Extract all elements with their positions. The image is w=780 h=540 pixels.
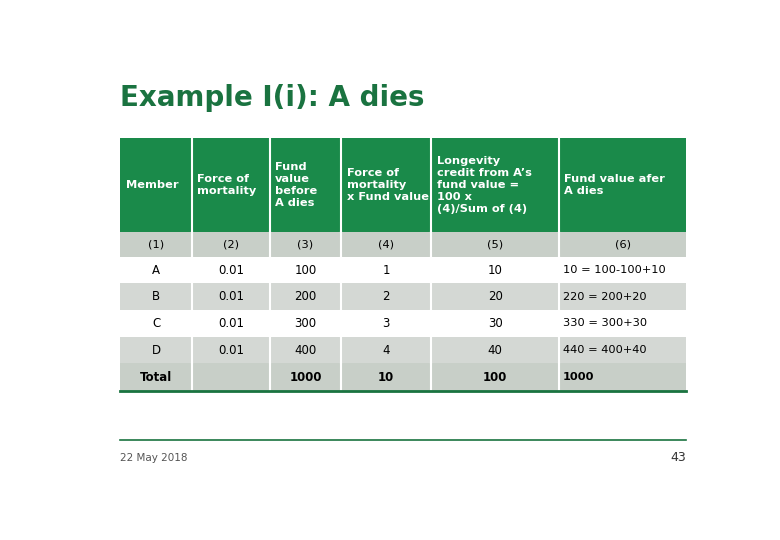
- Bar: [192, 257, 270, 284]
- Bar: [341, 337, 431, 363]
- Bar: [431, 232, 558, 257]
- Text: Longevity
credit from A’s
fund value =
100 x
(4)/Sum of (4): Longevity credit from A’s fund value = 1…: [437, 156, 532, 214]
- Bar: [192, 232, 270, 257]
- Text: 220 = 200+20: 220 = 200+20: [563, 292, 647, 302]
- Bar: [120, 232, 192, 257]
- Text: 440 = 400+40: 440 = 400+40: [563, 345, 647, 355]
- Text: 30: 30: [488, 317, 502, 330]
- Bar: [431, 363, 558, 391]
- Text: 100: 100: [483, 371, 507, 384]
- Bar: [120, 284, 192, 310]
- Text: Fund
value
before
A dies: Fund value before A dies: [275, 162, 317, 208]
- Text: 1000: 1000: [563, 372, 594, 382]
- Text: Force of
mortality
x Fund value: Force of mortality x Fund value: [346, 168, 429, 202]
- Bar: [120, 337, 192, 363]
- Text: (1): (1): [148, 239, 165, 249]
- Text: 43: 43: [671, 451, 686, 464]
- Text: 10: 10: [488, 264, 502, 276]
- Text: 4: 4: [382, 343, 390, 356]
- Text: 2: 2: [382, 291, 390, 303]
- Text: Total: Total: [140, 371, 172, 384]
- Text: (2): (2): [223, 239, 239, 249]
- Bar: [270, 363, 341, 391]
- Text: 0.01: 0.01: [218, 317, 244, 330]
- Text: (5): (5): [487, 239, 503, 249]
- Bar: [270, 284, 341, 310]
- Text: 0.01: 0.01: [218, 264, 244, 276]
- Text: Example I(i): A dies: Example I(i): A dies: [120, 84, 425, 112]
- Text: 10 = 100-100+10: 10 = 100-100+10: [563, 265, 666, 275]
- Bar: [270, 310, 341, 337]
- Bar: [341, 232, 431, 257]
- Bar: [431, 337, 558, 363]
- Text: (6): (6): [615, 239, 630, 249]
- Text: (3): (3): [297, 239, 314, 249]
- Bar: [341, 363, 431, 391]
- Bar: [558, 257, 686, 284]
- Text: 400: 400: [294, 343, 317, 356]
- Bar: [192, 337, 270, 363]
- Bar: [558, 284, 686, 310]
- Text: C: C: [152, 317, 161, 330]
- Bar: [270, 232, 341, 257]
- Bar: [431, 257, 558, 284]
- Text: Force of
mortality: Force of mortality: [197, 174, 257, 196]
- Text: 1: 1: [382, 264, 390, 276]
- Bar: [341, 310, 431, 337]
- Bar: [341, 284, 431, 310]
- Text: 10: 10: [378, 371, 395, 384]
- Bar: [558, 337, 686, 363]
- Text: 20: 20: [488, 291, 502, 303]
- Bar: [120, 257, 192, 284]
- Text: 22 May 2018: 22 May 2018: [120, 453, 188, 463]
- Bar: [192, 284, 270, 310]
- Bar: [558, 363, 686, 391]
- Text: 1000: 1000: [289, 371, 321, 384]
- Bar: [192, 310, 270, 337]
- Bar: [192, 363, 270, 391]
- Text: D: D: [151, 343, 161, 356]
- Bar: [558, 232, 686, 257]
- Text: Fund value afer
A dies: Fund value afer A dies: [564, 174, 665, 196]
- Bar: [120, 310, 192, 337]
- Bar: [558, 310, 686, 337]
- Bar: [270, 337, 341, 363]
- Text: 330 = 300+30: 330 = 300+30: [563, 319, 647, 328]
- Text: A: A: [152, 264, 160, 276]
- Text: (4): (4): [378, 239, 394, 249]
- Text: 200: 200: [294, 291, 317, 303]
- Text: B: B: [152, 291, 160, 303]
- Text: 40: 40: [488, 343, 502, 356]
- Bar: [341, 257, 431, 284]
- Text: 300: 300: [294, 317, 317, 330]
- Text: 3: 3: [383, 317, 390, 330]
- Text: 100: 100: [294, 264, 317, 276]
- Bar: [431, 284, 558, 310]
- Text: 0.01: 0.01: [218, 291, 244, 303]
- Text: Member: Member: [126, 180, 179, 190]
- Bar: [431, 310, 558, 337]
- Bar: [120, 363, 192, 391]
- Bar: [270, 257, 341, 284]
- Text: 0.01: 0.01: [218, 343, 244, 356]
